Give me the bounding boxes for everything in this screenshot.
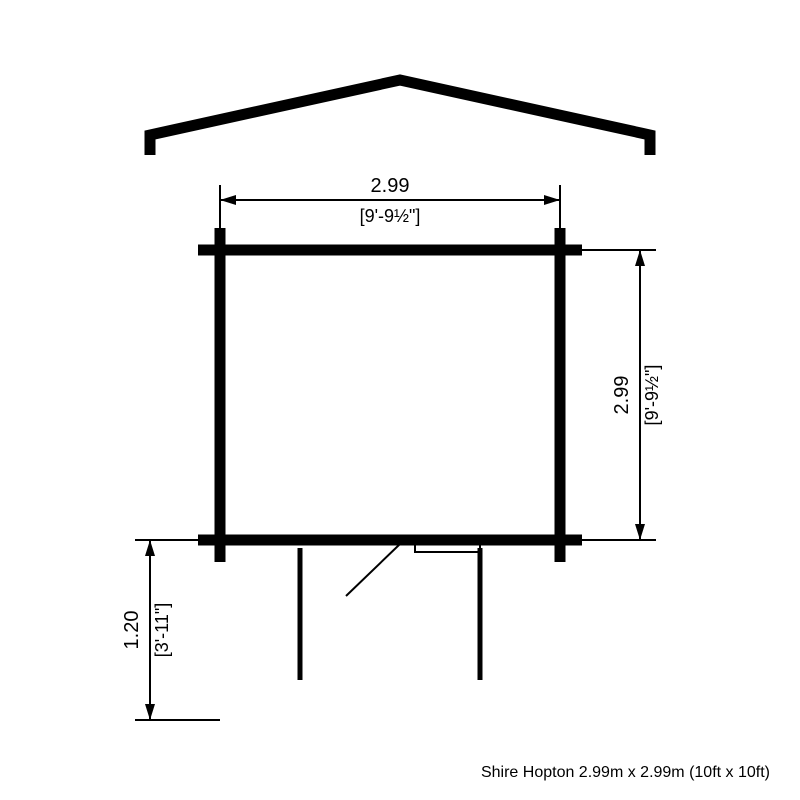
caption: Shire Hopton 2.99m x 2.99m (10ft x 10ft): [481, 764, 770, 782]
roof-profile: [150, 80, 650, 155]
dim-front-imperial: [3'-11"]: [152, 603, 172, 658]
technical-drawing: 2.99 [9'-9½"] 2.99 [9'-9½"] 1.20 [3'-11"…: [0, 0, 800, 800]
front-struts: [300, 548, 480, 680]
dim-front-metric: 1.20: [121, 611, 143, 650]
door: [335, 544, 400, 596]
dim-width: 2.99 [9'-9½"]: [220, 175, 560, 250]
dim-height-imperial: [9'-9½"]: [642, 365, 662, 426]
plan-outline: [198, 228, 582, 562]
dim-height: 2.99 [9'-9½"]: [560, 250, 662, 540]
dim-height-metric: 2.99: [611, 376, 633, 415]
dim-width-metric: 2.99: [371, 175, 410, 197]
dim-width-imperial: [9'-9½"]: [360, 206, 421, 226]
dim-front: 1.20 [3'-11"]: [121, 540, 220, 720]
